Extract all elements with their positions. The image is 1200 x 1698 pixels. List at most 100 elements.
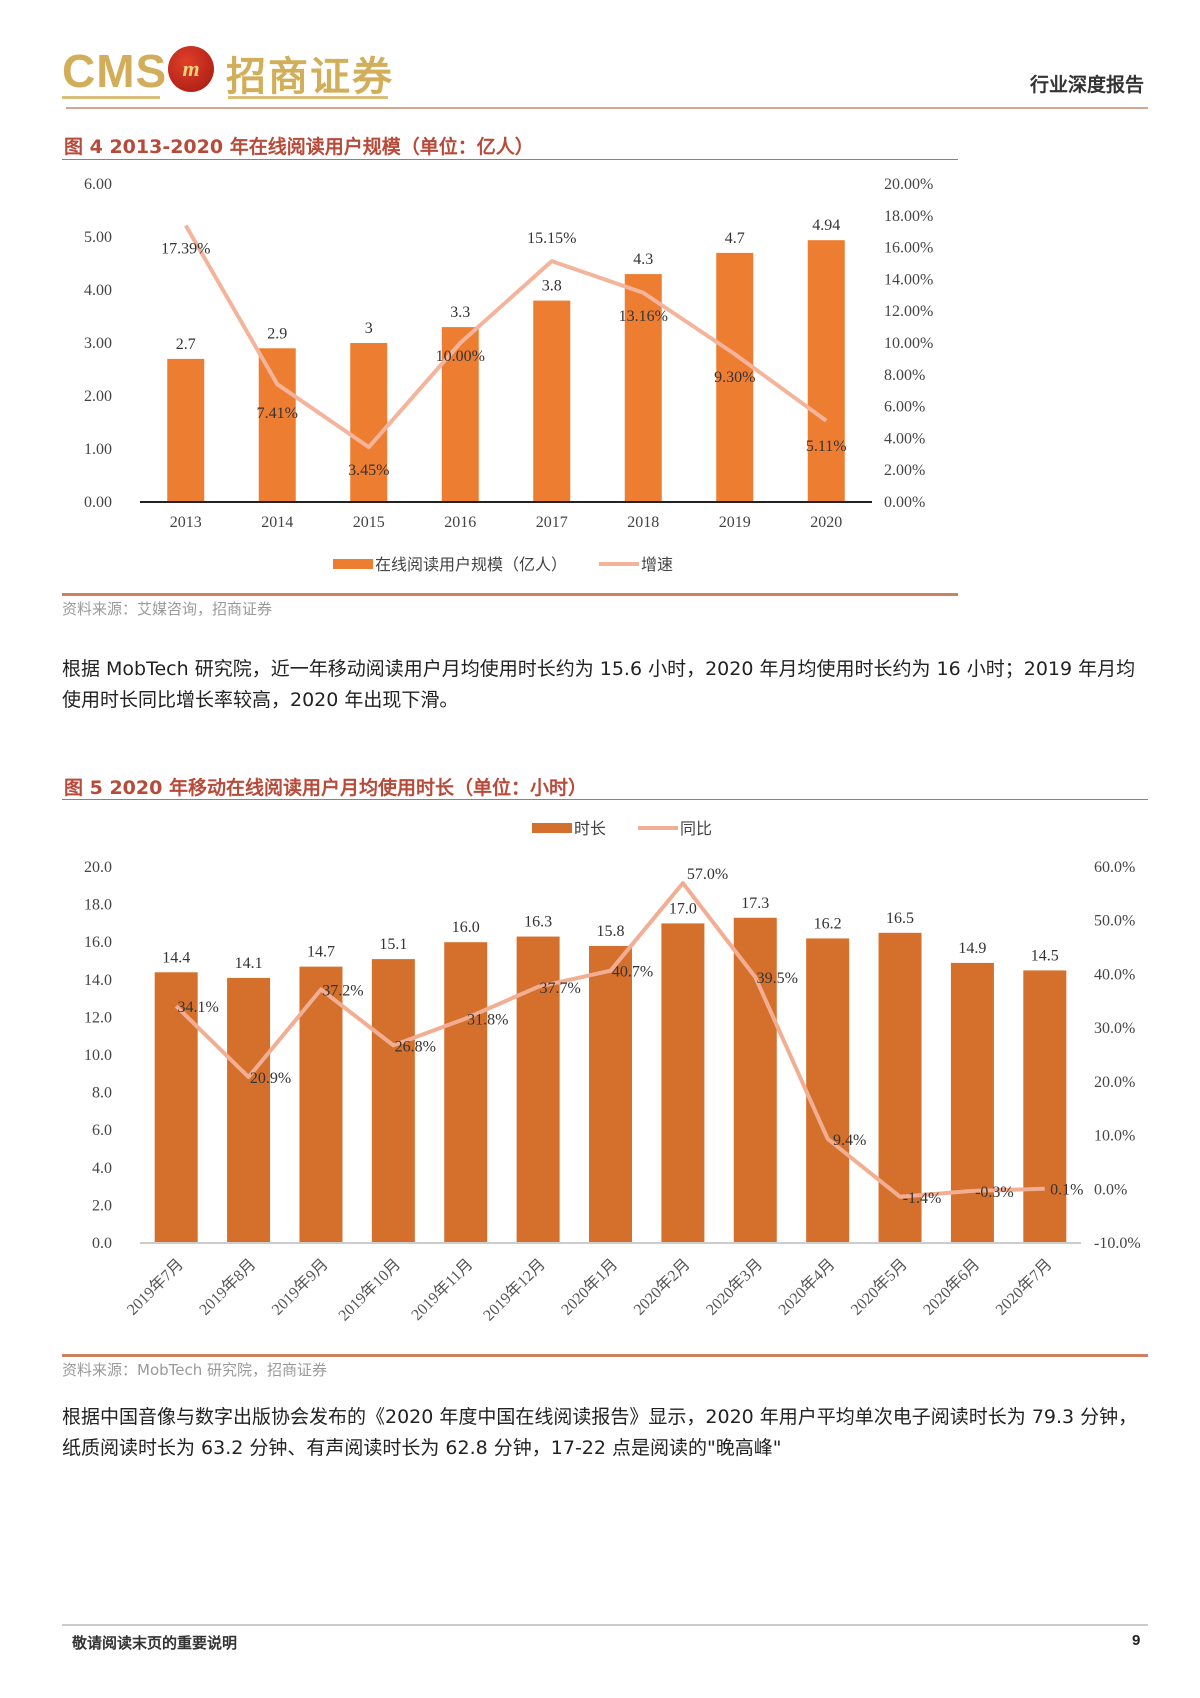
line-value-label: 17.39%: [161, 240, 210, 257]
bar: [444, 942, 488, 1243]
y-right-tick-label: 50.0%: [1094, 913, 1135, 930]
paragraph-1: 根据 MobTech 研究院，近一年移动阅读用户月均使用时长约为 15.6 小时…: [62, 658, 1136, 711]
y-right-tick-label: 18.00%: [884, 208, 933, 225]
bar: [950, 962, 994, 1243]
page-number: 9: [1132, 1632, 1141, 1649]
x-tick-label: 2019年9月: [268, 1255, 332, 1319]
y-left-tick-label: 4.00: [84, 282, 112, 299]
line-value-label: 40.7%: [612, 964, 653, 981]
y-right-tick-label: 16.00%: [884, 240, 933, 257]
line-value-label: 13.16%: [619, 308, 668, 325]
growth-line: [184, 224, 828, 450]
y-right-tick-label: 20.00%: [884, 176, 933, 193]
y-right-tick-label: 0.0%: [1094, 1181, 1127, 1198]
legend-line-label: 同比: [680, 820, 712, 838]
legend-bar-swatch: [532, 823, 572, 833]
bar-value-label: 3.8: [542, 278, 562, 295]
bar-value-label: 15.8: [597, 923, 625, 940]
x-tick-label: 2020年1月: [558, 1255, 622, 1319]
line-value-label: 3.45%: [348, 462, 389, 479]
legend-bar-label: 在线阅读用户规模（亿人）: [375, 556, 567, 574]
x-tick-label: 2019年11月: [408, 1255, 477, 1324]
bar-value-label: 2.7: [176, 336, 196, 353]
x-tick-label: 2013: [170, 514, 202, 531]
y-right-tick-label: 60.0%: [1094, 859, 1135, 876]
bar: [716, 252, 754, 502]
x-tick-label: 2019: [719, 514, 751, 531]
line-value-label: 10.00%: [436, 348, 485, 365]
y-right-tick-label: 30.0%: [1094, 1020, 1135, 1037]
bar: [167, 358, 205, 502]
bar-value-label: 14.7: [307, 944, 335, 961]
legend-bar-swatch: [333, 559, 373, 569]
y-right-tick-label: 4.00%: [884, 430, 925, 447]
x-tick-label: 2020年4月: [775, 1255, 839, 1319]
y-left-tick-label: 2.0: [92, 1197, 112, 1214]
figure4-bottom-rule: [62, 593, 958, 596]
line-value-label: 37.2%: [322, 982, 363, 999]
logo-emblem: m: [168, 46, 214, 92]
y-left-tick-label: 14.0: [84, 972, 112, 989]
y-right-tick-label: 14.00%: [884, 271, 933, 288]
bar: [371, 959, 415, 1243]
y-right-tick-label: 12.00%: [884, 303, 933, 320]
y-right-tick-label: 20.0%: [1094, 1074, 1135, 1091]
footer-rule: [62, 1624, 1148, 1626]
x-tick-label: 2017: [536, 514, 568, 531]
line-value-label: 9.30%: [714, 369, 755, 386]
bar-value-label: 17.3: [741, 895, 769, 912]
bar-value-label: 3: [365, 320, 373, 337]
bar-value-label: 4.3: [633, 251, 653, 268]
bar: [878, 932, 922, 1243]
logo-company-name: 招商证券: [226, 53, 394, 100]
figure4-title-rule: [62, 159, 958, 160]
bar: [589, 945, 632, 1243]
bar-value-label: 3.3: [450, 304, 470, 321]
figure5-source: 资料来源：MobTech 研究院，招商证券: [62, 1361, 328, 1379]
y-right-tick-label: 10.0%: [1094, 1128, 1135, 1145]
line-value-label: 20.9%: [250, 1070, 291, 1087]
bar-value-label: 16.0: [452, 919, 480, 936]
paragraph-2: 根据中国音像与数字出版协会发布的《2020 年度中国在线阅读报告》显示，2020…: [62, 1406, 1138, 1459]
y-left-tick-label: 12.0: [84, 1009, 112, 1026]
y-right-tick-label: 2.00%: [884, 462, 925, 479]
x-tick-label: 2019年7月: [123, 1255, 187, 1319]
y-left-tick-label: 6.00: [84, 176, 112, 193]
y-right-tick-label: 0.00%: [884, 494, 925, 511]
y-left-tick-label: 6.0: [92, 1122, 112, 1139]
line-value-label: 26.8%: [395, 1038, 436, 1055]
report-type: 行业深度报告: [1029, 74, 1144, 96]
figure5-bottom-rule: [62, 1354, 1148, 1357]
x-tick-label: 2019年8月: [196, 1255, 260, 1319]
figure5-chart: 0.0 2.0 4.0 6.0 8.0 10.0 12.0 14.0 16.0 18.0 20.0 -…: [84, 820, 1141, 1324]
y-left-tick-label: 3.00: [84, 335, 112, 352]
line-value-label: 31.8%: [467, 1011, 508, 1028]
bar: [733, 917, 777, 1243]
x-tick-label: 2014: [261, 514, 293, 531]
line-value-label: 34.1%: [178, 999, 219, 1016]
line-value-label: -0.3%: [975, 1184, 1014, 1201]
line-value-label: 39.5%: [757, 970, 798, 987]
legend-bar-label: 时长: [574, 820, 606, 838]
bar: [258, 348, 296, 502]
y-left-tick-label: 4.0: [92, 1160, 112, 1177]
x-tick-label: 2019年10月: [335, 1255, 404, 1324]
bar-value-label: 4.94: [812, 217, 840, 234]
x-tick-label: 2020: [810, 514, 842, 531]
line-value-label: 15.15%: [527, 230, 576, 247]
figure5-title-rule: [62, 799, 1148, 800]
line-value-label: -1.4%: [903, 1190, 942, 1207]
logo-cms: CMS: [62, 45, 168, 97]
y-left-tick-label: 8.0: [92, 1085, 112, 1102]
x-tick-label: 2018: [627, 514, 659, 531]
bar: [624, 274, 662, 502]
bar: [807, 240, 845, 502]
figure5-title: 图 5 2020 年移动在线阅读用户月均使用时长（单位：小时）: [64, 777, 587, 799]
y-left-tick-label: 16.0: [84, 934, 112, 951]
bar-value-label: 2.9: [267, 325, 287, 342]
bar-value-label: 15.1: [379, 936, 407, 953]
x-tick-label: 2020年7月: [992, 1255, 1056, 1319]
bar-value-label: 17.0: [669, 900, 697, 917]
logo-underline: [62, 96, 160, 99]
y-right-tick-label: 8.00%: [884, 367, 925, 384]
